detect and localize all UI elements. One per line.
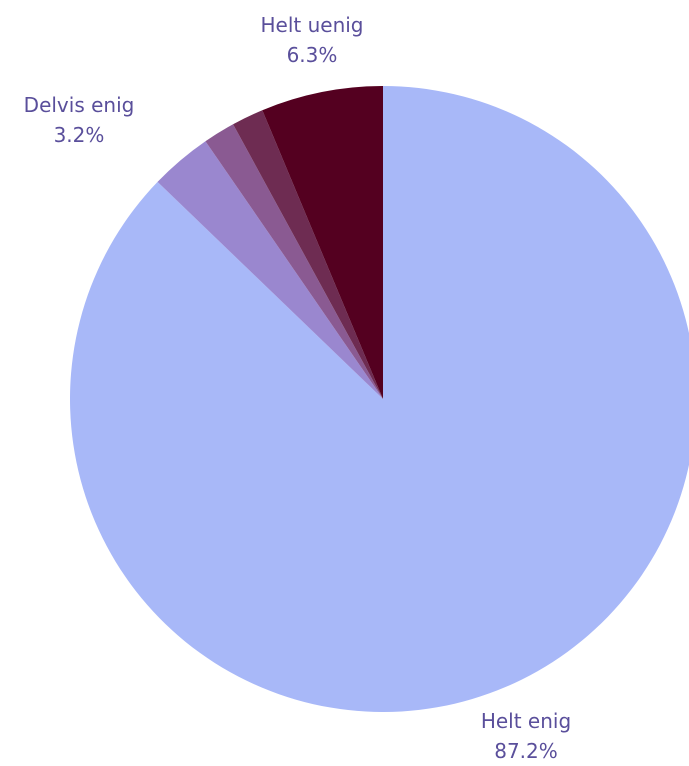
pie-slice-delvis-enig (157, 141, 383, 400)
label-delvis-enig-value: 3.2% (53, 123, 105, 147)
pie-slice-helt-enig (70, 86, 689, 712)
pie-slice-unlabeled-2 (205, 124, 383, 400)
label-helt-uenig-value: 6.3% (286, 43, 338, 67)
label-helt-enig-name: Helt enig (480, 709, 572, 733)
label-helt-enig: Helt enig 87.2% (481, 706, 571, 766)
pie-slice-helt-uenig (262, 86, 383, 399)
label-helt-enig-value: 87.2% (494, 739, 558, 763)
label-delvis-enig: Delvis enig 3.2% (24, 90, 135, 150)
label-helt-uenig: Helt uenig 6.3% (260, 10, 363, 70)
label-delvis-enig-name: Delvis enig (23, 93, 135, 117)
label-helt-uenig-name: Helt uenig (260, 13, 364, 37)
pie-slice-unlabeled-3 (233, 110, 383, 399)
